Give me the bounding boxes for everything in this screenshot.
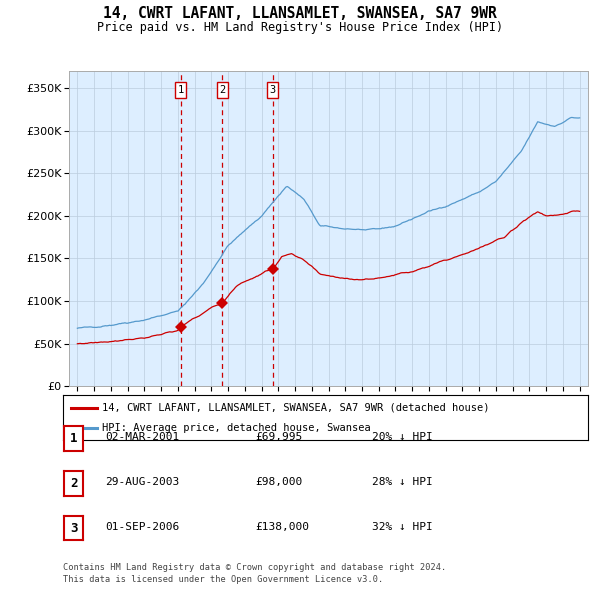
Text: Contains HM Land Registry data © Crown copyright and database right 2024.: Contains HM Land Registry data © Crown c… [63,563,446,572]
Text: 32% ↓ HPI: 32% ↓ HPI [372,522,433,532]
Text: 1: 1 [70,432,77,445]
Text: 28% ↓ HPI: 28% ↓ HPI [372,477,433,487]
Text: 3: 3 [269,85,276,95]
Text: 20% ↓ HPI: 20% ↓ HPI [372,432,433,442]
Text: 3: 3 [70,522,77,535]
Text: £138,000: £138,000 [255,522,309,532]
Text: This data is licensed under the Open Government Licence v3.0.: This data is licensed under the Open Gov… [63,575,383,584]
Text: 01-SEP-2006: 01-SEP-2006 [105,522,179,532]
Text: 14, CWRT LAFANT, LLANSAMLET, SWANSEA, SA7 9WR (detached house): 14, CWRT LAFANT, LLANSAMLET, SWANSEA, SA… [103,403,490,412]
Text: 02-MAR-2001: 02-MAR-2001 [105,432,179,442]
Text: 1: 1 [178,85,184,95]
Text: £69,995: £69,995 [255,432,302,442]
Text: £98,000: £98,000 [255,477,302,487]
Text: 2: 2 [70,477,77,490]
Text: 2: 2 [219,85,226,95]
Text: 29-AUG-2003: 29-AUG-2003 [105,477,179,487]
Text: HPI: Average price, detached house, Swansea: HPI: Average price, detached house, Swan… [103,424,371,434]
Text: Price paid vs. HM Land Registry's House Price Index (HPI): Price paid vs. HM Land Registry's House … [97,21,503,34]
Text: 14, CWRT LAFANT, LLANSAMLET, SWANSEA, SA7 9WR: 14, CWRT LAFANT, LLANSAMLET, SWANSEA, SA… [103,6,497,21]
